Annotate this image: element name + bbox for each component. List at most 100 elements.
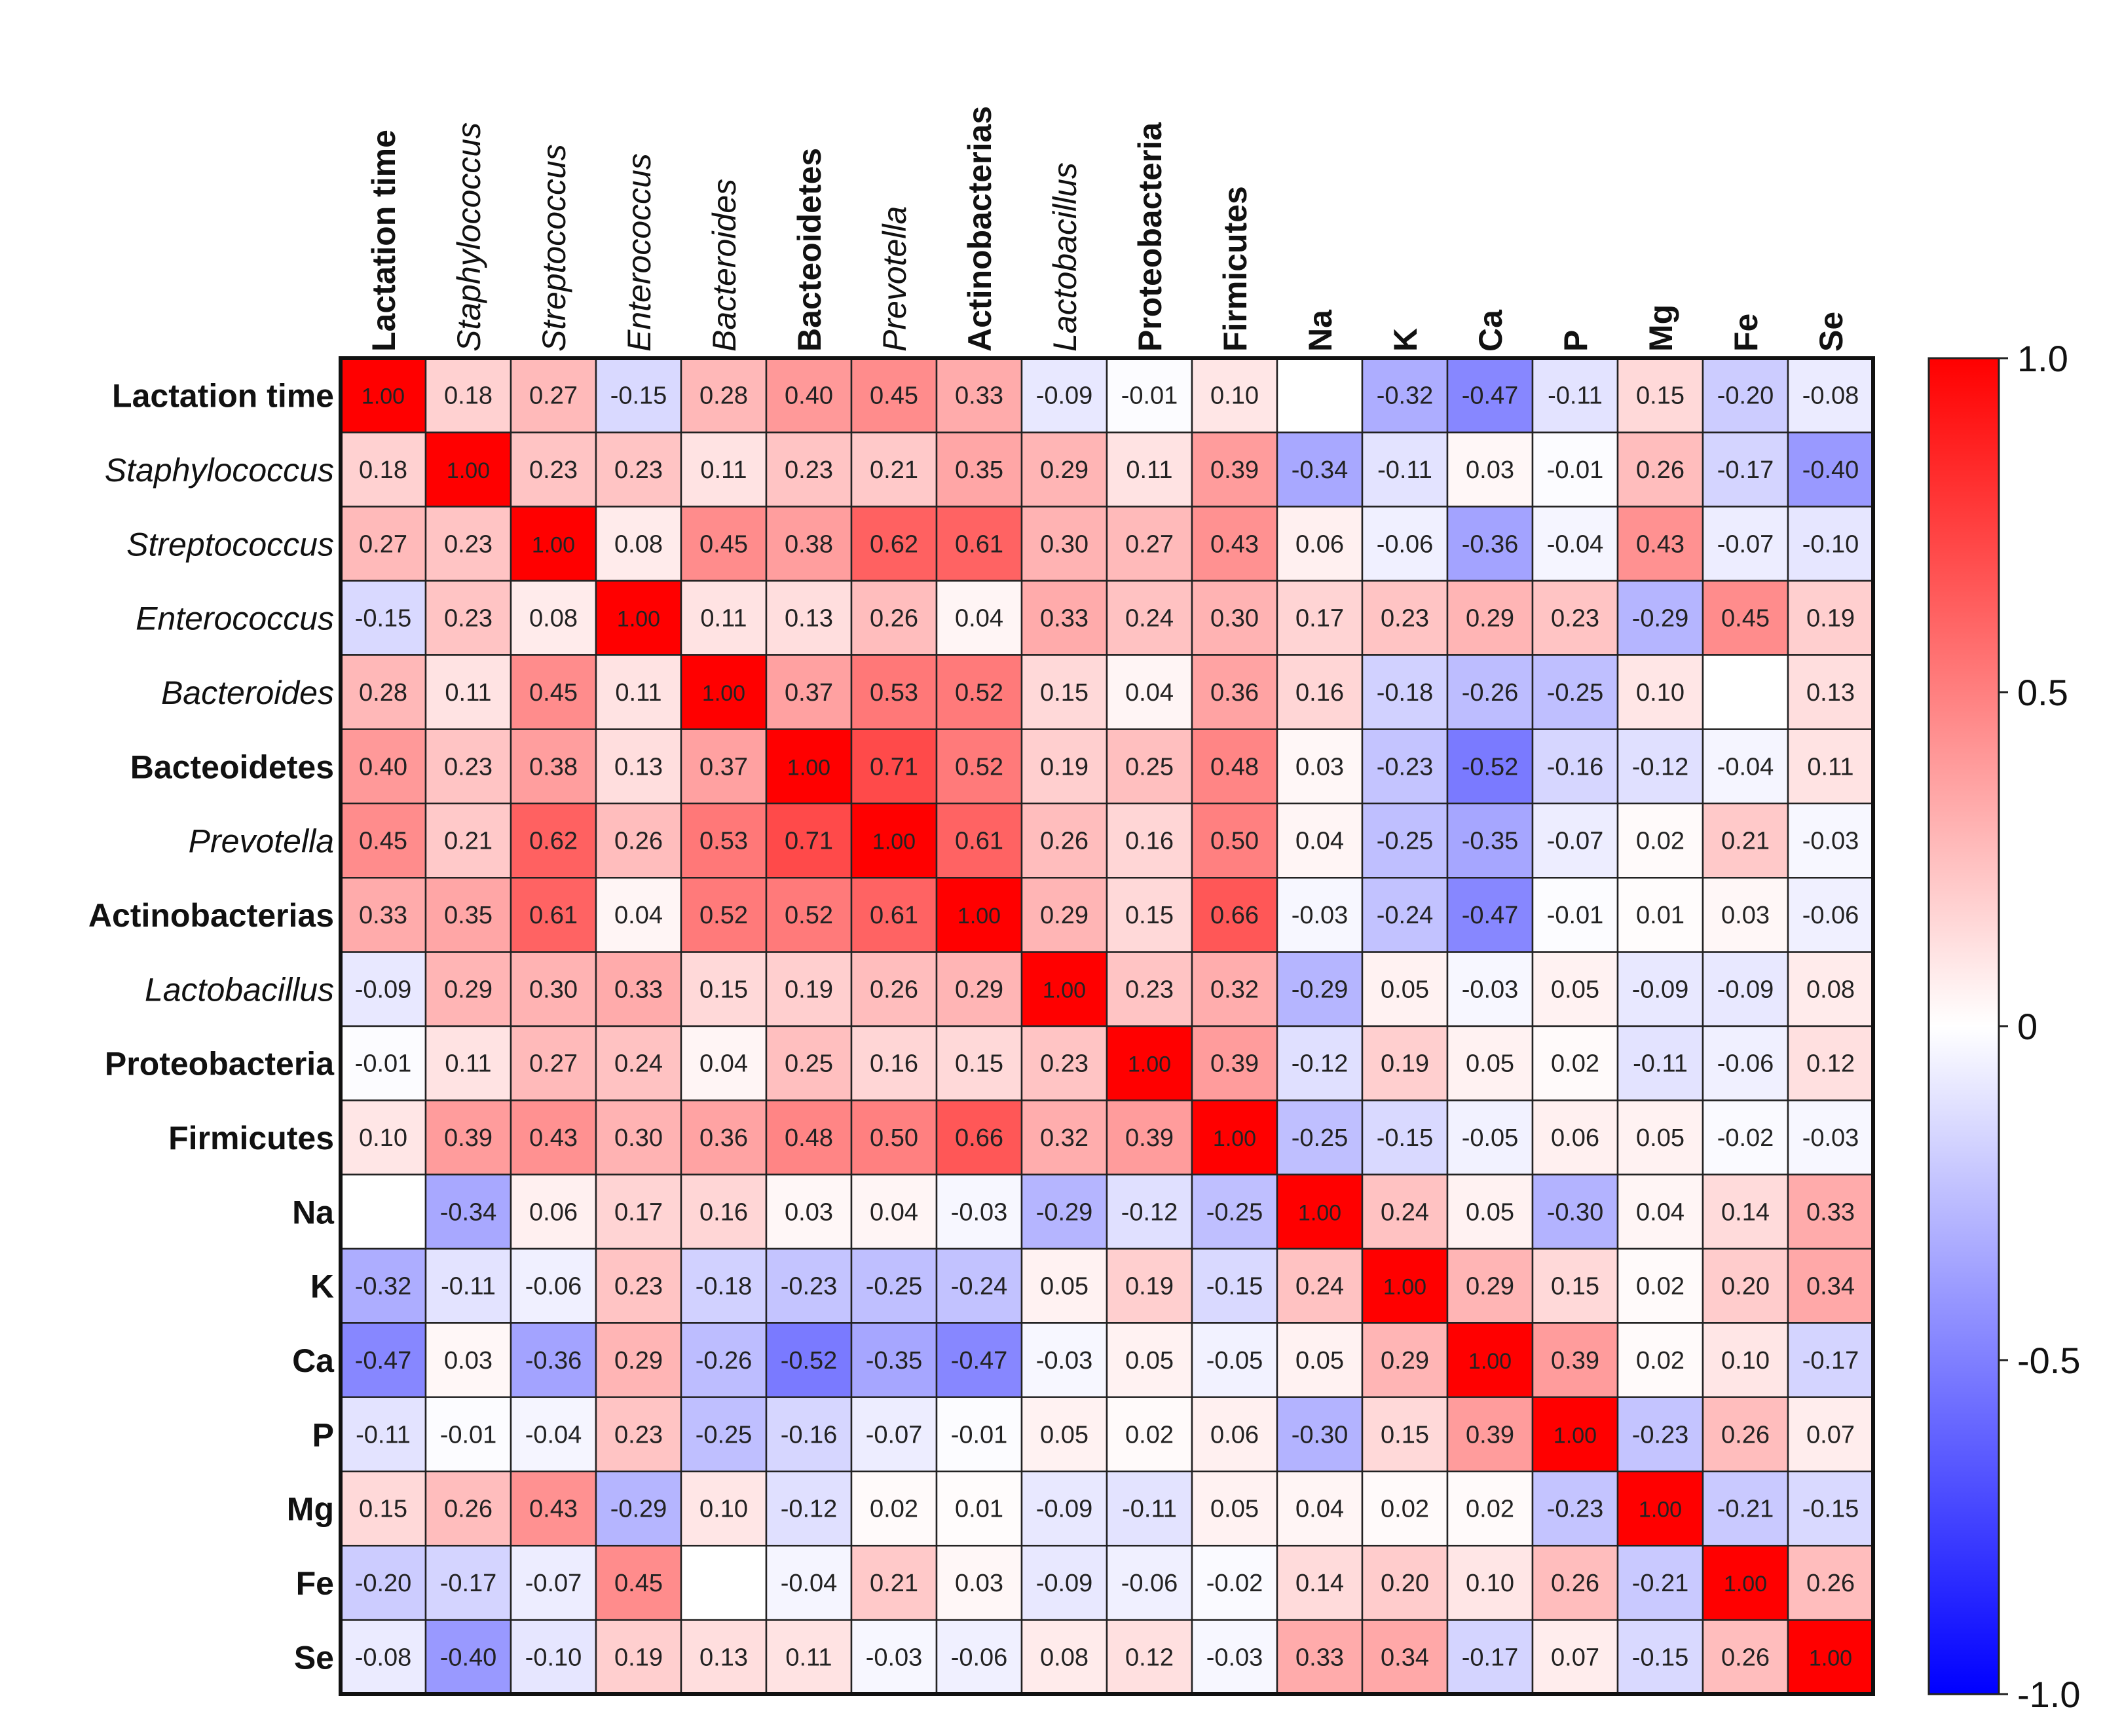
cell-value-r1-c17: -0.40 [1802,456,1859,484]
cell-value-r5-c17: 0.11 [1807,753,1853,781]
cell-value-r17-c3: 0.19 [614,1644,663,1671]
heatmap-cell-r7-c4 [680,877,768,953]
heatmap-cell-r2-c17 [1787,506,1874,582]
cell-value-r15-c7: 0.01 [955,1496,1003,1523]
heatmap-cell-r3-c12 [1361,580,1449,656]
cell-value-r0-c8: -0.09 [1036,382,1093,410]
cell-value-r1-c13: 0.03 [1466,456,1514,484]
heatmap-cell-r13-c14 [1531,1322,1619,1398]
column-label-bacteoidetes: Bacteoidetes [791,148,828,352]
row-labels: Lactation time Staphylococcus Streptococcu… [88,378,335,1676]
heatmap-cell-r4-c5 [765,654,853,730]
cell-value-r0-c2: 0.27 [529,382,578,410]
cell-value-r14-c9: 0.02 [1125,1421,1174,1449]
heatmap-cell-values: 1.00 0.18 0.27 -0.15 0.28 0.40 0.45 0.33 -0.09 -0… [355,382,1859,1672]
cell-value-r10-c2: 0.43 [529,1124,578,1152]
cell-value-r13-c10: -0.05 [1206,1347,1263,1375]
cell-value-r7-c14: -0.01 [1547,902,1604,929]
heatmap-cell-r13-c0 [339,1322,427,1398]
heatmap-cell-r1-c13 [1446,432,1534,508]
heatmap-cell-r9-c15 [1616,1025,1704,1101]
heatmap-cell-r12-c13 [1446,1247,1534,1324]
cell-value-r16-c8: -0.09 [1036,1570,1093,1597]
cell-value-r5-c11: 0.03 [1295,753,1344,781]
cell-value-r9-c15: -0.11 [1633,1050,1688,1078]
cell-value-r11-c15: 0.04 [1636,1198,1685,1226]
cell-value-r12-c14: 0.15 [1551,1273,1599,1301]
cell-value-r0-c13: -0.47 [1462,382,1519,410]
heatmap-cell-r12-c8 [1020,1247,1108,1324]
heatmap-cell-r6-c8 [1020,802,1108,879]
cell-value-r8-c12: 0.05 [1381,976,1429,1003]
cell-value-r4-c15: 0.10 [1636,679,1685,707]
cell-value-r11-c1: -0.34 [440,1198,497,1226]
heatmap-cell-r8-c17 [1787,951,1874,1027]
cell-value-r17-c10: -0.03 [1206,1644,1263,1671]
row-label-na: Na [292,1194,335,1230]
cell-value-r9-c5: 0.25 [785,1050,833,1078]
cell-value-r2-c8: 0.30 [1040,530,1089,558]
heatmap-cell-r5-c0 [339,728,427,805]
cell-value-r16-c11: 0.14 [1295,1570,1344,1597]
cell-value-r11-c6: 0.04 [870,1198,918,1226]
cell-value-r11-c4: 0.16 [699,1198,748,1226]
heatmap-cell-r8-c14 [1531,951,1619,1027]
cell-value-r6-c7: 0.61 [955,828,1003,855]
heatmap-cell-r9-c12 [1361,1025,1449,1101]
heatmap-cell-r6-c9 [1106,802,1193,879]
cell-value-r10-c1: 0.39 [444,1124,493,1152]
cell-value-r7-c16: 0.03 [1721,902,1770,929]
cell-value-r3-c6: 0.26 [870,605,918,633]
cell-value-r17-c16: 0.26 [1721,1644,1770,1671]
cell-value-r0-c15: 0.15 [1636,382,1685,410]
cell-value-r5-c10: 0.48 [1210,753,1259,781]
cell-value-r16-c3: 0.45 [614,1570,663,1597]
cell-value-r10-c0: 0.10 [359,1124,407,1152]
heatmap-cell-r13-c3 [595,1322,682,1398]
heatmap-cell-r1-c3 [595,432,682,508]
cell-value-r16-c13: 0.10 [1466,1570,1514,1597]
column-label-lactation-time: Lactation time [365,130,402,352]
cell-value-r8-c13: -0.03 [1462,976,1519,1003]
colorbar-tick-label: -1.0 [2017,1674,2081,1715]
cell-value-r9-c16: -0.06 [1717,1050,1774,1078]
heatmap-cell-r2-c3 [595,506,682,582]
heatmap-cell-r16-c3 [595,1545,682,1621]
cell-value-r14-c7: -0.01 [951,1421,1008,1449]
heatmap-cell-r6-c5 [765,802,853,879]
cell-value-r2-c13: -0.36 [1462,530,1519,558]
heatmap-cell-r17-c2 [510,1619,597,1695]
heatmap-cell-r10-c3 [595,1099,682,1175]
cell-value-r7-c8: 0.29 [1040,902,1089,929]
heatmap-cell-r13-c4 [680,1322,768,1398]
column-label-staphylococcus: Staphylococcus [451,122,487,352]
heatmap-cell-r15-c4 [680,1470,768,1547]
cell-value-r14-c3: 0.23 [614,1421,663,1449]
heatmap-cell-r8-c2 [510,951,597,1027]
heatmap-cell-r4-c12 [1361,654,1449,730]
cell-value-r14-c0: -0.11 [356,1421,411,1449]
heatmap-cell-r5-c16 [1702,728,1789,805]
cell-value-r1-c16: -0.17 [1717,456,1774,484]
cell-value-r6-c10: 0.50 [1210,828,1259,855]
heatmap-cell-r9-c5 [765,1025,853,1101]
cell-value-r15-c11: 0.04 [1295,1496,1344,1523]
heatmap-cell-r14-c6 [850,1396,938,1473]
heatmap-cell-r4-c0 [339,654,427,730]
cell-value-r12-c2: -0.06 [525,1273,582,1301]
row-label-staphylococcus: Staphylococcus [105,452,334,489]
cell-value-r8-c1: 0.29 [444,976,493,1003]
cell-value-r4-c3: 0.11 [615,679,661,707]
cell-value-r17-c9: 0.12 [1125,1644,1174,1671]
cell-value-r1-c14: -0.01 [1547,456,1604,484]
heatmap-cell-r4-c4 [680,654,768,730]
heatmap-cell-r2-c4 [680,506,768,582]
cell-value-r4-c6: 0.53 [870,679,918,707]
cell-value-r17-c17: 1.00 [1809,1646,1852,1671]
cell-value-r0-c9: -0.01 [1121,382,1178,410]
cell-value-r7-c10: 0.66 [1210,902,1259,929]
row-label-se: Se [294,1639,334,1676]
cell-value-r13-c8: -0.03 [1036,1347,1093,1375]
cell-value-r8-c3: 0.33 [614,976,663,1003]
row-label-enterococcus: Enterococcus [136,600,334,637]
